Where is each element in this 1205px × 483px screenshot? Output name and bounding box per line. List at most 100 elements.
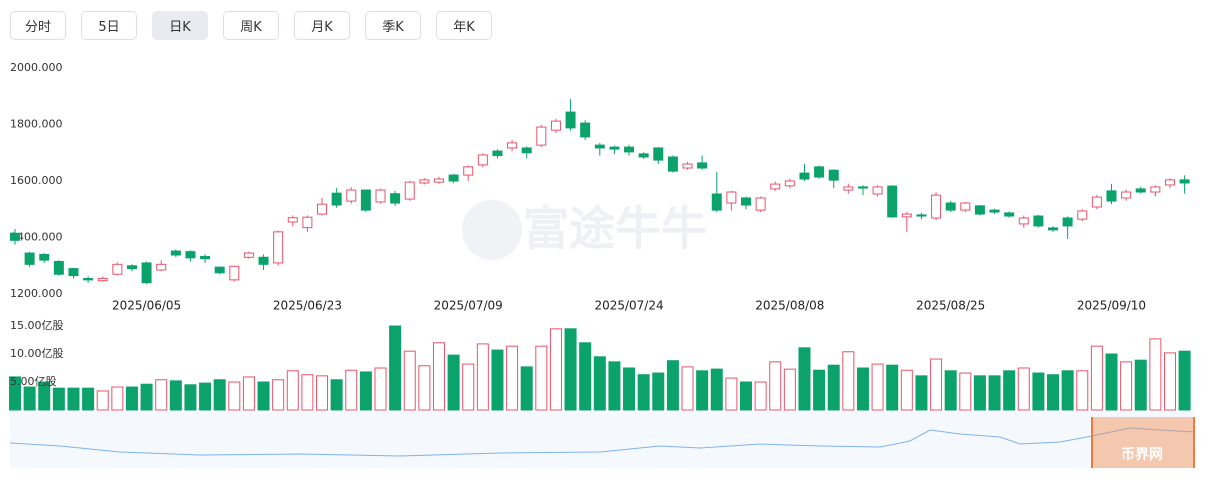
volume-bar — [228, 381, 241, 411]
candle-body — [331, 192, 342, 206]
volume-bar — [740, 381, 752, 411]
navigator-selection[interactable] — [1092, 417, 1195, 468]
volume-bar — [1076, 370, 1089, 411]
volume-bar — [637, 374, 650, 411]
candle-body — [580, 122, 591, 138]
candle-body — [83, 277, 94, 281]
watermark: 富途牛牛 — [523, 202, 707, 256]
tab[interactable]: 5日 — [81, 11, 137, 40]
candle-body — [302, 216, 313, 229]
candle-body — [697, 162, 708, 169]
volume-bar — [944, 370, 957, 411]
candle-body — [24, 252, 35, 265]
candle-body — [799, 172, 810, 180]
candle-body — [1077, 210, 1088, 220]
candle-body — [433, 178, 444, 183]
y2-tick-label: 10.00亿股 — [10, 347, 64, 360]
candle-body — [1121, 191, 1132, 199]
volume-bar — [710, 368, 723, 411]
volume-bar — [155, 379, 168, 411]
volume-bar — [666, 360, 679, 411]
candle-body — [1004, 212, 1015, 217]
candle-body — [945, 202, 956, 211]
x-tick-label: 2025/06/23 — [273, 299, 342, 313]
candle-body — [170, 250, 181, 256]
candle-body — [39, 253, 50, 261]
candle-body — [872, 186, 883, 195]
candle-body — [770, 183, 781, 190]
candle-body — [755, 197, 766, 211]
volume-bar — [403, 350, 416, 411]
volume-bar — [38, 381, 51, 411]
candle-body — [916, 214, 927, 217]
candle-body — [1164, 179, 1175, 186]
tab[interactable]: 年K — [436, 11, 492, 40]
volume-bar — [1047, 374, 1060, 411]
watermark-logo — [462, 200, 522, 260]
volume-bar — [973, 375, 986, 411]
tab[interactable]: 周K — [223, 11, 279, 40]
volume-bar — [462, 363, 475, 411]
volume-bar — [330, 379, 343, 411]
volume-bar — [930, 358, 943, 411]
candle-body — [989, 209, 1000, 213]
volume-bar — [959, 372, 972, 411]
candle-body — [463, 166, 474, 176]
x-tick-label: 2025/09/10 — [1077, 299, 1146, 313]
candle-body — [346, 189, 357, 202]
volume-bar — [535, 345, 548, 411]
candle-body — [229, 265, 240, 281]
volume-bar — [272, 379, 285, 411]
candle-body — [97, 277, 108, 282]
volume-bar — [23, 386, 36, 411]
candle-body — [1150, 186, 1161, 193]
y-tick-label: 2000.000 — [10, 61, 63, 74]
y2-tick-label: 5.00亿股 — [10, 375, 57, 388]
candle-body — [1033, 215, 1044, 227]
volume-bar — [447, 354, 460, 411]
tab[interactable]: 月K — [294, 11, 350, 40]
candle-body — [200, 255, 211, 260]
volume-bar — [842, 351, 855, 411]
tab[interactable]: 日K — [152, 11, 208, 40]
candle-body — [141, 262, 152, 284]
volume-bar — [506, 345, 519, 411]
volume-bar — [564, 328, 577, 411]
candle-body — [1018, 217, 1029, 225]
candle-body — [1062, 217, 1073, 227]
volume-bar — [389, 325, 402, 411]
volume-bar — [579, 342, 592, 411]
y-tick-label: 1400.000 — [10, 231, 63, 244]
tab[interactable]: 分时 — [10, 11, 66, 40]
volume-bar — [827, 364, 840, 411]
volume-bar — [169, 380, 182, 411]
volume-bar — [359, 371, 372, 411]
candle-body — [214, 266, 225, 274]
candle-body — [477, 154, 488, 166]
tab-bar: 分时 5日 日K 周K 月K 季K 年K — [10, 11, 492, 40]
candle-body — [507, 142, 518, 149]
candle-body — [887, 185, 898, 218]
tab[interactable]: 季K — [365, 11, 421, 40]
y-tick-label: 1800.000 — [10, 118, 63, 131]
volume-bar — [681, 366, 694, 411]
candle-body — [1106, 190, 1117, 202]
candle-body — [10, 232, 20, 241]
volume-bar — [1090, 345, 1103, 411]
volume-bar — [184, 384, 197, 411]
volume-bar — [783, 368, 796, 411]
candle-body — [594, 144, 605, 149]
candle-body — [375, 189, 386, 203]
candle-body — [273, 231, 284, 264]
volume-bar — [769, 361, 782, 411]
volume-bar — [798, 347, 811, 411]
volume-bar — [813, 369, 826, 411]
volume-bar — [520, 366, 533, 411]
candle-body — [609, 146, 620, 150]
candle-body — [1091, 196, 1102, 208]
candle-body — [404, 181, 415, 200]
candle-body — [419, 179, 430, 184]
volume-bar — [988, 375, 1001, 411]
volume-bar — [856, 367, 869, 411]
volume-bar — [623, 367, 636, 411]
